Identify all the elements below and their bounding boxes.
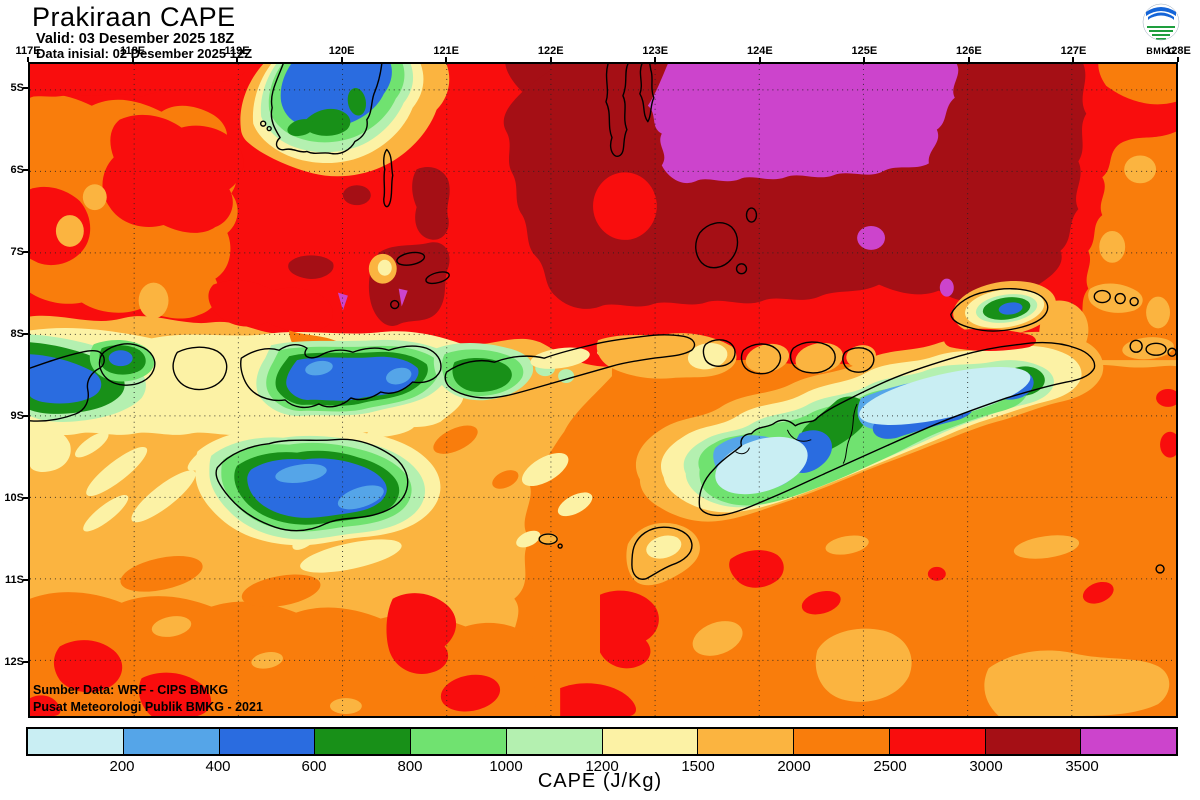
lat-label: 12S bbox=[4, 656, 24, 668]
bmkg-globe-icon bbox=[1142, 3, 1180, 41]
colorbar-segment bbox=[123, 729, 220, 754]
colorbar-tick: 1200 bbox=[585, 758, 619, 775]
colorbar-segment bbox=[889, 729, 986, 754]
lon-tick bbox=[654, 57, 657, 62]
lat-label: 6S bbox=[10, 164, 24, 176]
lat-label: 9S bbox=[10, 410, 24, 422]
bmkg-logo: BMKG bbox=[1138, 2, 1184, 56]
lon-label: 120E bbox=[328, 45, 355, 57]
title-block: Prakiraan CAPE Valid: 03 Desember 2025 1… bbox=[32, 2, 252, 61]
lon-tick bbox=[758, 57, 761, 62]
colorbar-tick: 200 bbox=[109, 758, 135, 775]
colorbar-segment bbox=[219, 729, 316, 754]
colorbar-tick: 400 bbox=[205, 758, 231, 775]
lon-tick bbox=[131, 57, 134, 62]
lon-tick bbox=[236, 57, 239, 62]
lon-label: 118E bbox=[119, 45, 146, 57]
lon-label: 123E bbox=[642, 45, 669, 57]
colorbar-tick: 600 bbox=[301, 758, 327, 775]
lat-tick bbox=[23, 251, 28, 253]
lon-tick bbox=[549, 57, 552, 62]
colorbar-segment bbox=[411, 729, 507, 754]
lon-tick bbox=[445, 57, 448, 62]
colorbar-tick: 1000 bbox=[489, 758, 523, 775]
lon-label: 126E bbox=[956, 45, 982, 57]
valid-subtitle: Valid: 03 Desember 2025 18Z bbox=[36, 31, 235, 47]
colorbar-segment bbox=[28, 729, 124, 754]
colorbar-title: CAPE (J/Kg) bbox=[537, 770, 663, 792]
lat-tick bbox=[23, 87, 28, 89]
lon-tick bbox=[967, 57, 970, 62]
colorbar-segment bbox=[794, 729, 890, 754]
lat-tick bbox=[23, 415, 28, 417]
cape-contour-map bbox=[30, 64, 1176, 716]
colorbar-segment bbox=[315, 729, 411, 754]
colorbar-segment bbox=[698, 729, 794, 754]
colorbar-segment bbox=[985, 729, 1082, 754]
bmkg-logo-label: BMKG bbox=[1146, 46, 1176, 56]
colorbar-tick: 2500 bbox=[873, 758, 907, 775]
lon-tick bbox=[1177, 57, 1179, 62]
lat-label: 7S bbox=[10, 246, 24, 258]
init-subtitle: Data inisial: 02 Desember 2025 12Z bbox=[36, 46, 253, 61]
colorbar-segment bbox=[506, 729, 603, 754]
weather-map bbox=[28, 62, 1178, 718]
page-title: Prakiraan CAPE bbox=[32, 2, 236, 32]
lat-label: 8S bbox=[10, 328, 24, 340]
lon-label: 124E bbox=[746, 45, 773, 57]
colorbar-segment bbox=[602, 729, 699, 754]
lat-tick bbox=[23, 169, 28, 171]
lat-label: 11S bbox=[5, 574, 24, 586]
colorbar bbox=[26, 727, 1178, 756]
lat-tick bbox=[23, 333, 28, 335]
lat-label: 5S bbox=[10, 82, 24, 94]
lon-label: 119E bbox=[224, 45, 250, 57]
lon-label: 122E bbox=[537, 45, 564, 57]
colorbar-tick: 3500 bbox=[1065, 758, 1099, 775]
colorbar-tick: 1500 bbox=[681, 758, 715, 775]
lon-label: 128E bbox=[1165, 45, 1191, 57]
colorbar-segment bbox=[1081, 729, 1176, 754]
lon-label: 127E bbox=[1060, 45, 1087, 57]
lat-tick bbox=[23, 579, 28, 581]
lat-tick bbox=[23, 497, 28, 499]
lon-tick bbox=[27, 57, 29, 62]
lon-tick bbox=[340, 57, 343, 62]
lat-tick bbox=[23, 661, 28, 663]
colorbar-tick: 3000 bbox=[969, 758, 1003, 775]
lat-label: 10S bbox=[4, 492, 24, 504]
map-credit-line2: Pusat Meteorologi Publik BMKG - 2021 bbox=[33, 700, 263, 714]
lon-tick bbox=[863, 57, 866, 62]
colorbar-tick: 2000 bbox=[777, 758, 811, 775]
colorbar-tick: 800 bbox=[397, 758, 423, 775]
lon-label: 121E bbox=[433, 45, 460, 57]
lon-label: 125E bbox=[851, 45, 878, 57]
lon-label: 117E bbox=[15, 45, 41, 57]
map-credit-line1: Sumber Data: WRF - CIPS BMKG bbox=[33, 683, 229, 697]
lon-tick bbox=[1072, 57, 1075, 62]
